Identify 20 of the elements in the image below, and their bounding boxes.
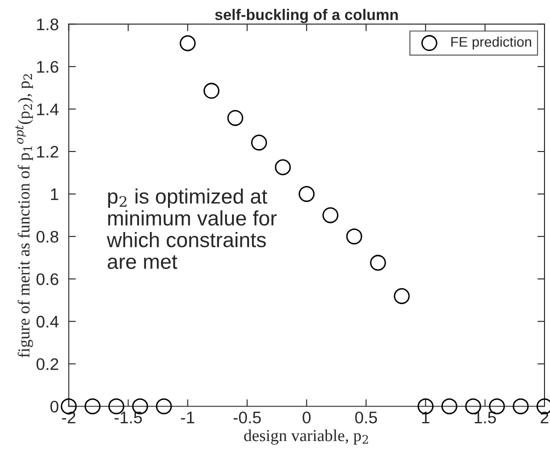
y-axis-title: figure of merit as function of p$_{1}$$^{opt}$(p$_{2}$), p$_{2}$ [15, 74, 34, 358]
x-tick-label: -1 [181, 412, 194, 424]
legend-label: FE prediction [451, 36, 532, 50]
x-axis-title: design variable, p$_{2}$ [244, 429, 368, 445]
x-tick-label: 0.5 [355, 412, 377, 424]
x-tick-label: -1.5 [114, 412, 142, 424]
x-tick-label: 0 [302, 412, 311, 424]
y-tick-label: 1.2 [37, 146, 58, 158]
chart-title: self-buckling of a column [215, 8, 398, 24]
y-tick-label: 1.8 [37, 18, 58, 30]
y-tick-label: 0.4 [36, 316, 59, 328]
annotation: p$_{2}$ is optimized at minimum value for which constraints are met [106, 188, 277, 269]
y-tick-label: 0.6 [36, 273, 58, 286]
x-tick-label: -0.5 [234, 412, 261, 424]
y-tick-label: 0 [50, 400, 58, 413]
y-tick-label: 1.6 [37, 60, 58, 73]
y-tick-label: 1 [51, 188, 58, 200]
y-tick-label: 0.2 [36, 358, 58, 370]
y-tick-label: 0.8 [36, 230, 58, 243]
y-tick-label: 1.4 [37, 104, 59, 116]
